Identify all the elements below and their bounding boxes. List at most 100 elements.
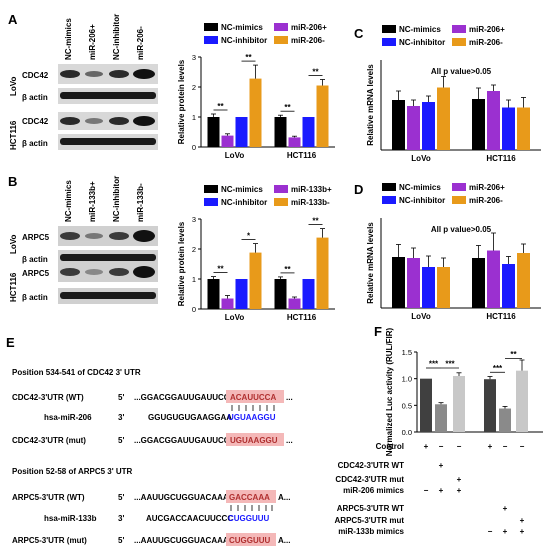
legend-swatch: [452, 196, 466, 204]
bar: [316, 85, 329, 147]
x-tick-label: HCT116: [486, 312, 516, 321]
blot-band: [133, 230, 155, 242]
bar: [517, 253, 530, 308]
condition-label: CDC42-3'UTR mut: [335, 475, 404, 484]
condition-label: ARPC5-3'UTR WT: [337, 504, 404, 513]
legend-label: miR-133b+: [291, 185, 332, 194]
blot-group-label: HCT116: [9, 272, 18, 302]
bar: [472, 258, 485, 308]
panel-label-b: B: [8, 174, 17, 189]
condition-label: miR-133b mimics: [338, 527, 404, 536]
legend-label: miR-206+: [469, 183, 505, 192]
legend-label: NC-inhibitor: [221, 198, 267, 207]
luc-condition-table: Control + − − + − − CDC42-3'UTR WT + CDC42-3'UTR …: [335, 442, 525, 536]
bar: [235, 117, 248, 147]
bar: [437, 267, 450, 308]
blot-band: [109, 232, 129, 240]
x-tick-label: LoVo: [411, 154, 431, 163]
seq-text: AUCGACCAACUUCCC: [146, 514, 233, 523]
blot-band: [60, 92, 156, 99]
blot-band: [109, 70, 129, 78]
chart-f-luciferase: 0.0 0.5 1.0 1.5 Normalized Luc activity (RUL…: [385, 327, 543, 456]
sig-label: ***: [493, 364, 503, 373]
legend-swatch: [274, 36, 288, 44]
seq-end: A...: [278, 536, 290, 545]
seq-mirna-seed: UGUAAGGU: [228, 413, 276, 422]
blot-band: [85, 269, 103, 275]
lane-label: miR-206-: [136, 26, 145, 60]
sig-label: **: [312, 68, 319, 77]
bar: [407, 106, 420, 150]
blot-strip: [58, 64, 158, 84]
blot-row-label: β actin: [22, 93, 48, 102]
bar: [422, 267, 435, 308]
y-tick-label: 1.5: [402, 348, 412, 357]
bar: [437, 87, 450, 150]
condition-mark: +: [520, 527, 525, 536]
condition-mark: +: [439, 486, 444, 495]
legend-label: miR-206+: [291, 23, 327, 32]
legend-label: NC-inhibitor: [221, 36, 267, 45]
x-tick-label: LoVo: [225, 151, 245, 160]
seq-highlight: [226, 490, 276, 503]
blot-group-label: LoVo: [9, 234, 18, 254]
blot-row-label: CDC42: [22, 71, 49, 80]
condition-label: miR-206 mimics: [343, 486, 404, 495]
pairing-lines: [230, 505, 273, 511]
legend-swatch: [452, 25, 466, 33]
seq-end: ...: [286, 393, 293, 402]
blot-band: [60, 268, 80, 276]
legend-label: miR-206+: [469, 25, 505, 34]
sig-label: **: [510, 350, 517, 359]
bar: [453, 376, 465, 432]
panel-label-e: E: [6, 335, 15, 350]
legend-label: NC-mimics: [399, 25, 441, 34]
blot-band: [60, 292, 156, 299]
bar: [484, 379, 496, 432]
legend-label: NC-mimics: [399, 183, 441, 192]
condition-mark: −: [439, 442, 444, 451]
lane-label: miR-206+: [88, 24, 97, 60]
y-tick-label: 3: [192, 215, 196, 224]
bar: [392, 257, 405, 308]
sig-label: ***: [429, 360, 439, 369]
blot-band: [133, 116, 155, 126]
seq-end: A...: [278, 493, 290, 502]
bar: [517, 107, 530, 150]
y-tick-label: 0.0: [402, 428, 412, 437]
blot-strip: [58, 226, 158, 246]
bar: [392, 100, 405, 150]
legend-swatch: [274, 23, 288, 31]
seq-highlight: [226, 390, 284, 403]
legend-swatch: [204, 36, 218, 44]
y-tick-label: 0: [192, 143, 196, 152]
lane-label: NC-mimics: [64, 18, 73, 60]
chart-d-mrna: Relative mRNA levels LoVo HCT116 All p valu…: [366, 183, 541, 321]
blot-band: [133, 69, 155, 79]
blot-band: [60, 232, 80, 240]
y-tick-label: 1.0: [402, 375, 412, 384]
condition-mark: +: [424, 442, 429, 451]
bar: [221, 298, 234, 309]
y-axis-label: Relative mRNA levels: [366, 222, 375, 304]
seq-text: ...AAUUGCUGGUACAAA: [134, 493, 229, 502]
western-blot-a: NC-mimics miR-206+ NC-inhibitor miR-206-…: [9, 14, 158, 150]
seq-highlight-text: ACAUUCCA: [230, 393, 276, 402]
chart-c-mrna: Relative mRNA levels LoVo HCT116 All p valu…: [366, 25, 541, 163]
y-tick-label: 3: [192, 53, 196, 62]
seq-highlight-text: GACCAAA: [229, 493, 270, 502]
bar: [249, 78, 262, 147]
legend-swatch: [382, 196, 396, 204]
blot-band: [85, 118, 103, 124]
blot-row-label: β actin: [22, 293, 48, 302]
blot-row-label: β actin: [22, 255, 48, 264]
bar: [207, 279, 220, 309]
bar: [288, 298, 301, 309]
blot-row-label: β actin: [22, 139, 48, 148]
condition-mark: +: [457, 475, 462, 484]
y-tick-label: 1: [192, 113, 196, 122]
blot-group-label: LoVo: [9, 76, 18, 96]
lane-label: NC-mimics: [64, 180, 73, 222]
